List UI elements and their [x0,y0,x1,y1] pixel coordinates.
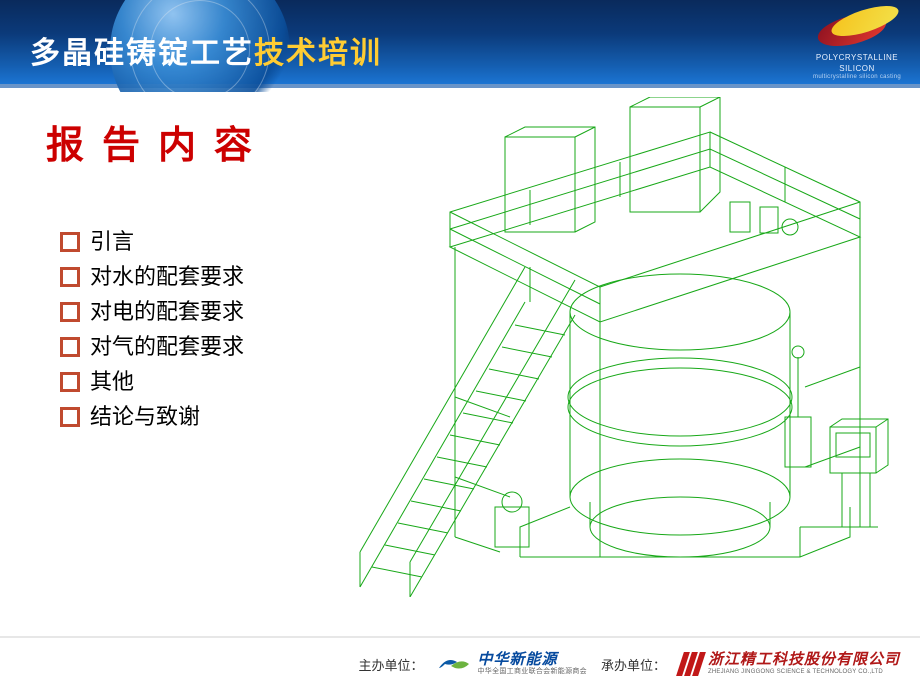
org-name: 浙江精工科技股份有限公司 [708,652,900,669]
slide-footer: 主办单位： 中华新能源 中华全国工商业联合会新能源商会 承办单位： 浙江精工科技… [0,636,920,690]
header-logo: POLYCRYSTALLINE SILICON multicrystalline… [812,10,902,80]
header-logo-sub: multicrystalline silicon casting [812,74,902,80]
slide-header: 多晶硅铸锭工艺技术培训 POLYCRYSTALLINE SILICON mult… [0,0,920,88]
header-logo-line1: POLYCRYSTALLINE [812,54,902,63]
host-logo: 中华新能源 中华全国工商业联合会新能源商会 [437,652,587,676]
slide-body: 报告内容 引言 对水的配套要求 对电的配套要求 对气的配套要求 其他 结论与致谢 [0,92,920,636]
org-sub: ZHEJIANG JINGGONG SCIENCE & TECHNOLOGY C… [708,669,900,676]
host-sub: 中华全国工商业联合会新能源商会 [477,668,587,676]
host-name: 中华新能源 [477,652,587,669]
furnace-line-diagram [330,97,890,597]
host-logo-icon [437,652,471,676]
swoosh-icon [812,10,902,52]
org-logo: 浙江精工科技股份有限公司 ZHEJIANG JINGGONG SCIENCE &… [680,652,900,676]
org-logo-icon [680,652,702,676]
org-label: 承办单位： [601,655,666,674]
header-logo-line2: SILICON [812,65,902,74]
header-title-plain: 多晶硅铸锭工艺 [30,37,254,70]
host-label: 主办单位： [358,655,423,674]
header-title: 多晶硅铸锭工艺技术培训 [30,28,382,72]
org-name-block: 浙江精工科技股份有限公司 ZHEJIANG JINGGONG SCIENCE &… [708,652,900,675]
header-title-accent: 技术培训 [254,37,382,70]
host-name-block: 中华新能源 中华全国工商业联合会新能源商会 [477,652,587,676]
